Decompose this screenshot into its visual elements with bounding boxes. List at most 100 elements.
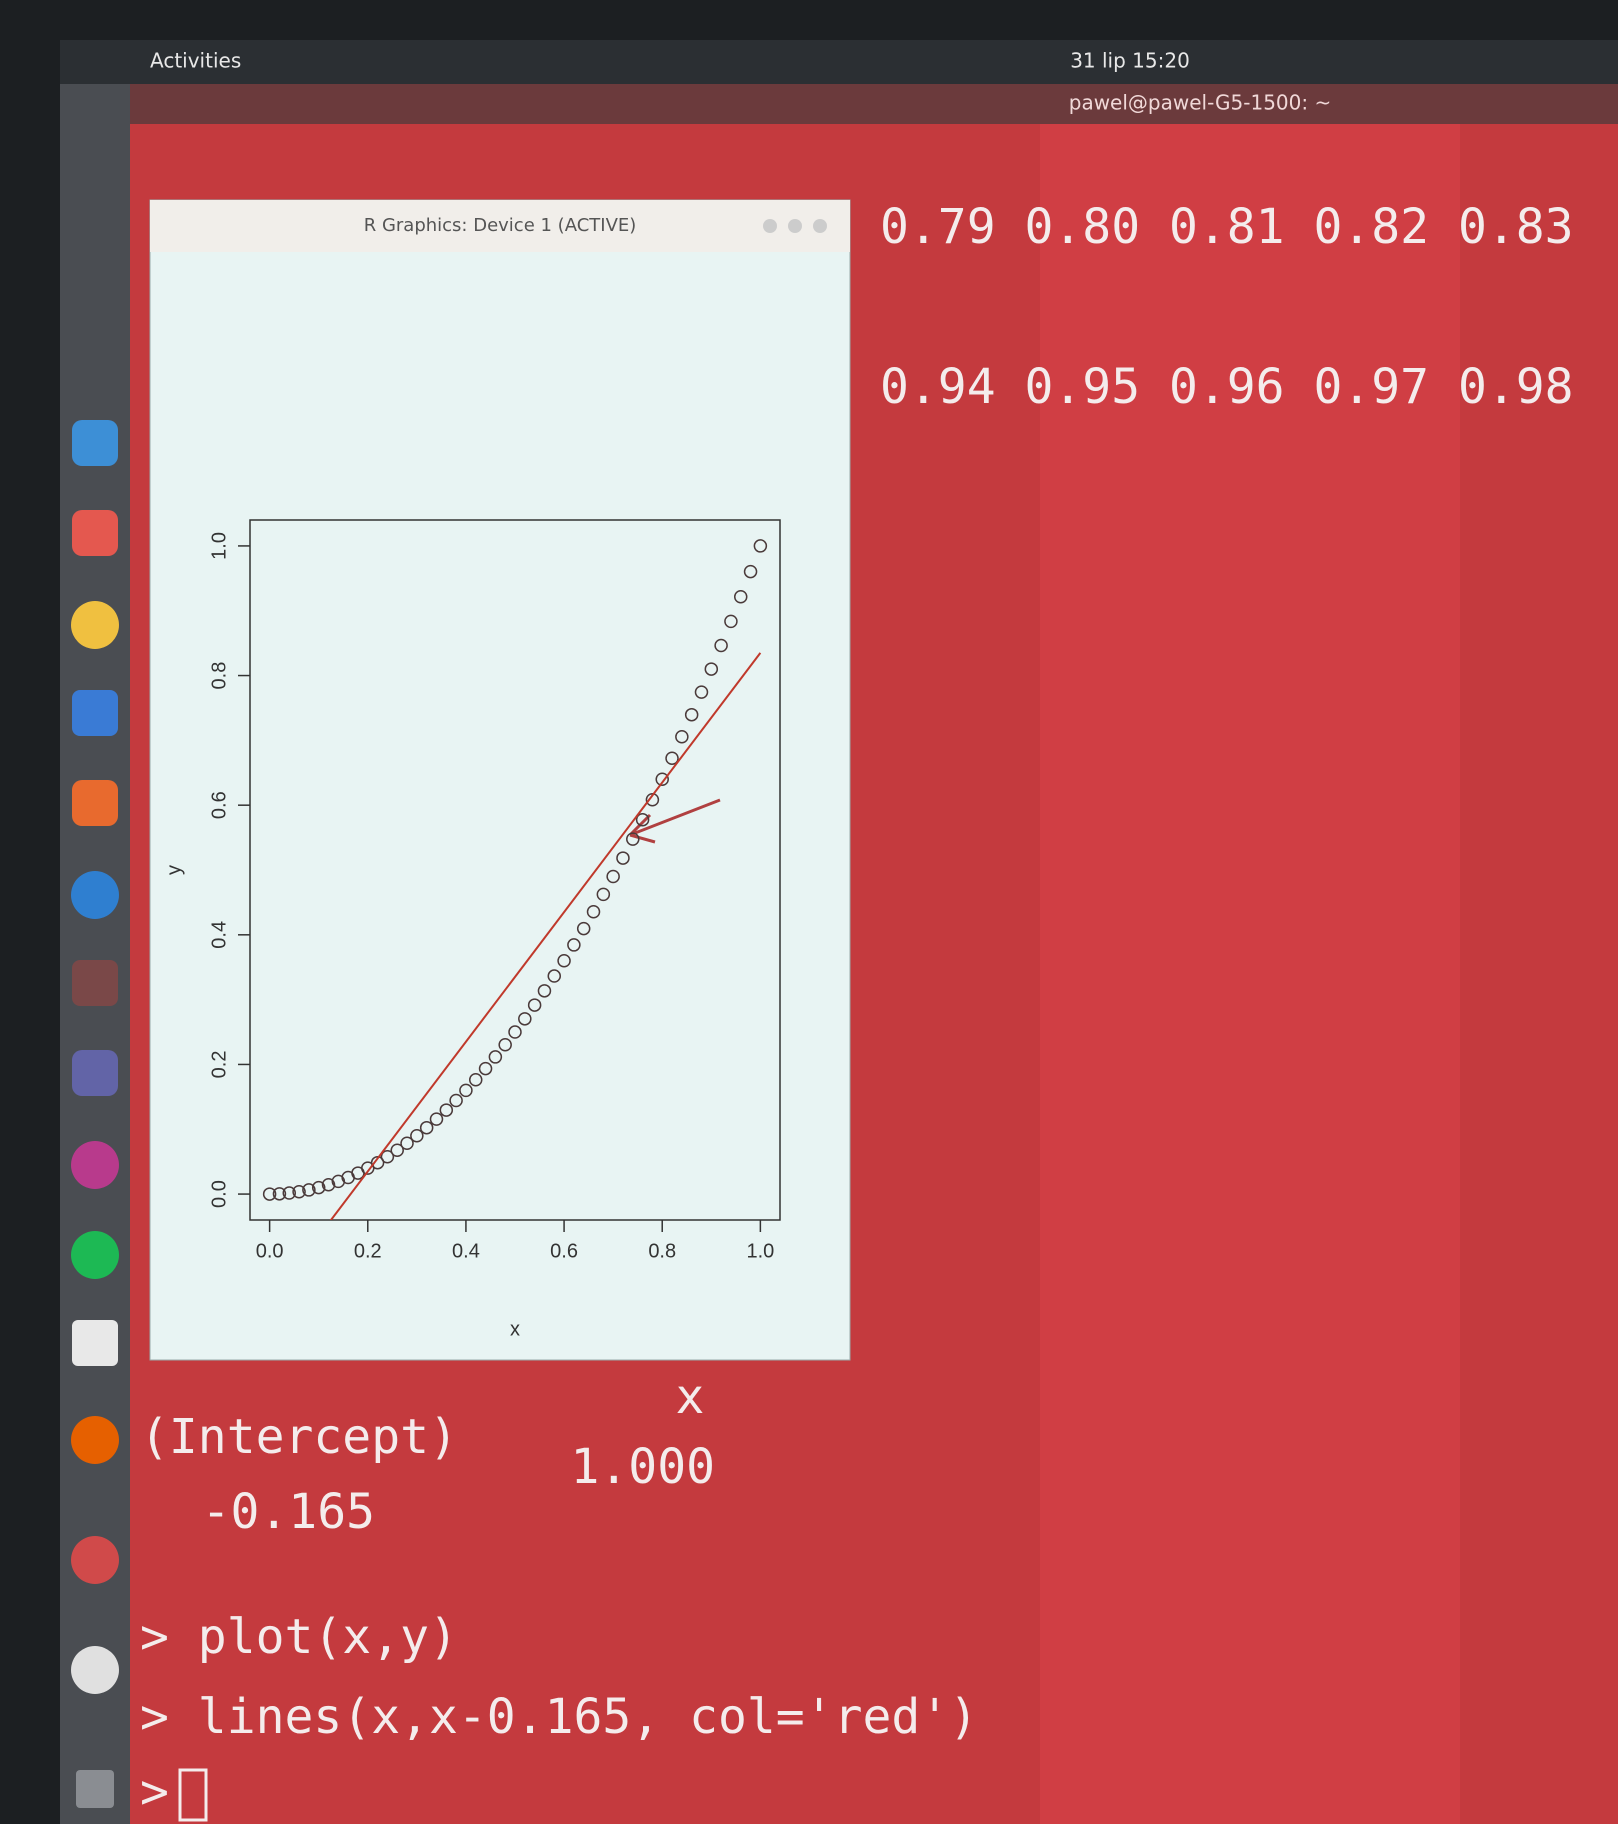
data-point	[606, 869, 620, 884]
plot-area	[262, 539, 768, 1220]
cursor	[178, 1768, 208, 1822]
app-icon[interactable]	[71, 871, 119, 919]
data-point	[694, 685, 709, 699]
maximize-button[interactable]	[788, 219, 802, 233]
y-tick-label: 0.4	[208, 921, 230, 949]
command-line: > plot(x,y)	[140, 1609, 458, 1665]
data-point	[547, 969, 562, 983]
x-axis-label: x	[510, 1318, 520, 1340]
data-point	[488, 1050, 503, 1064]
show-apps[interactable]	[76, 1770, 114, 1808]
app-icon[interactable]	[72, 780, 118, 826]
data-point	[576, 921, 591, 936]
data-point	[675, 729, 689, 744]
data-point	[567, 938, 581, 952]
command-line: > lines(x,x-0.165, col='red')	[140, 1689, 978, 1745]
data-point	[753, 539, 768, 553]
app-icon[interactable]	[71, 1231, 119, 1279]
data-point	[459, 1083, 473, 1098]
data-point	[527, 998, 542, 1012]
data-point	[508, 1025, 522, 1039]
data-point	[498, 1037, 512, 1052]
window-titlebar	[150, 200, 850, 252]
terminal-header	[130, 84, 1618, 124]
data-point	[537, 984, 552, 998]
fit-line	[329, 652, 762, 1220]
data-point	[449, 1093, 463, 1108]
y-tick-label: 0.8	[208, 662, 230, 690]
data-point	[586, 904, 601, 919]
data-point	[635, 812, 650, 827]
app-icon[interactable]	[71, 1141, 119, 1189]
activities-button[interactable]: Activities	[150, 49, 241, 73]
app-icon[interactable]	[71, 601, 119, 649]
dock	[60, 84, 130, 1824]
app-icon[interactable]	[72, 690, 118, 736]
data-point	[321, 1177, 336, 1192]
top-bar	[60, 40, 1618, 84]
data-point	[282, 1186, 297, 1200]
data-point	[419, 1120, 434, 1135]
plot-box	[249, 519, 781, 1221]
y-tick-label: 0.2	[208, 1051, 230, 1079]
data-point	[665, 751, 679, 766]
app-icon[interactable]	[72, 1050, 118, 1096]
minimize-button[interactable]	[763, 219, 777, 233]
x-tick-label: 0.0	[256, 1240, 284, 1262]
data-point	[262, 1187, 277, 1201]
x-tick-label: 0.4	[452, 1240, 480, 1262]
data-point	[645, 792, 660, 807]
prompt: >	[140, 1764, 169, 1820]
app-icon[interactable]	[71, 1646, 119, 1694]
data-point	[478, 1061, 493, 1076]
app-icon[interactable]	[71, 1416, 119, 1464]
dock-icons	[71, 420, 119, 1808]
coef-value: 1.000	[571, 1439, 716, 1495]
close-button[interactable]	[813, 219, 827, 233]
data-point	[439, 1103, 454, 1117]
output-line: 0.79 0.80 0.81 0.82 0.83	[880, 199, 1574, 255]
app-icon[interactable]	[72, 510, 118, 556]
y-tick-label: 0.6	[208, 791, 230, 819]
data-point	[370, 1155, 385, 1170]
y-tick-label: 0.0	[208, 1180, 230, 1208]
data-point	[400, 1136, 414, 1151]
data-point	[684, 707, 699, 722]
x-tick-label: 0.6	[550, 1240, 578, 1262]
data-point	[724, 614, 738, 629]
data-point	[429, 1112, 444, 1126]
data-point	[272, 1187, 287, 1201]
data-point	[518, 1012, 532, 1026]
data-point	[733, 589, 748, 604]
app-icon[interactable]	[71, 1536, 119, 1584]
light-glare	[1040, 80, 1460, 1824]
data-point	[743, 564, 758, 579]
coef-header: x	[676, 1369, 705, 1425]
data-point	[410, 1128, 424, 1143]
data-point	[302, 1183, 316, 1197]
data-point	[468, 1072, 483, 1087]
app-icon[interactable]	[72, 1320, 118, 1366]
data-point	[655, 772, 669, 787]
x-tick-label: 1.0	[746, 1240, 774, 1262]
data-point	[380, 1149, 395, 1164]
data-point	[390, 1143, 404, 1158]
data-point	[557, 953, 571, 968]
app-icon[interactable]	[72, 420, 118, 466]
data-point	[616, 851, 630, 865]
window-title: R Graphics: Device 1 (ACTIVE)	[364, 215, 637, 236]
terminal-title: pawel@pawel-G5-1500: ~	[1069, 91, 1331, 115]
x-tick-label: 0.8	[648, 1240, 676, 1262]
clock[interactable]: 31 lip 15:20	[1070, 49, 1190, 73]
coef-value: -0.165	[202, 1484, 375, 1540]
y-tick-label: 1.0	[208, 532, 230, 560]
graphics-window	[149, 199, 851, 1361]
data-point	[704, 662, 719, 676]
y-axis-label: y	[163, 865, 185, 875]
app-icon[interactable]	[72, 960, 118, 1006]
data-point	[292, 1184, 306, 1199]
x-tick-label: 0.2	[354, 1240, 382, 1262]
data-point	[596, 887, 611, 902]
